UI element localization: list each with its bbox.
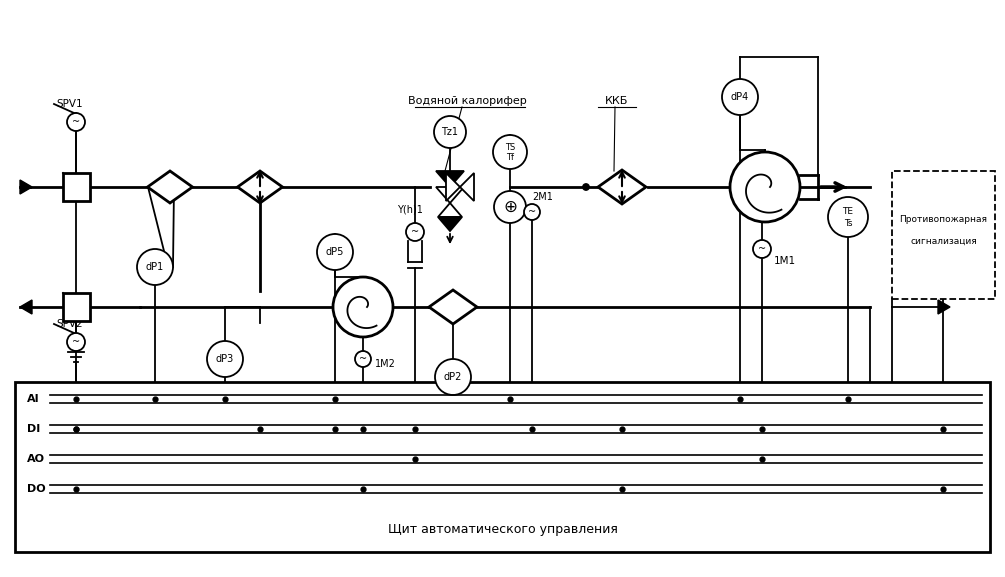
Circle shape [753,240,771,258]
Bar [892,171,995,299]
Text: AO: AO [27,454,45,464]
Polygon shape [446,173,460,201]
Text: 1M2: 1M2 [375,359,396,369]
Text: TE: TE [842,207,853,215]
Circle shape [137,249,173,285]
Text: DI: DI [27,424,40,434]
Circle shape [434,116,466,148]
Circle shape [722,79,758,115]
Circle shape [828,197,868,237]
Text: Tz1: Tz1 [441,127,458,137]
Circle shape [355,351,371,367]
Text: ~: ~ [72,117,80,127]
Text: TS: TS [505,143,516,152]
Text: AI: AI [27,394,39,404]
Circle shape [333,277,393,337]
Text: dP4: dP4 [731,92,749,102]
Polygon shape [436,171,464,187]
Circle shape [730,152,800,222]
Text: DO: DO [27,484,45,494]
Text: ~: ~ [411,227,419,237]
Bar [15,382,990,552]
Polygon shape [429,290,477,324]
Text: ~: ~ [359,354,367,364]
Text: Y(h)1: Y(h)1 [397,205,423,215]
Circle shape [317,234,353,270]
Polygon shape [438,217,462,231]
Text: dP3: dP3 [216,354,234,364]
Text: SPV2: SPV2 [56,319,82,329]
Text: 1M1: 1M1 [774,256,796,266]
Text: Щит автоматического управления: Щит автоматического управления [388,523,617,537]
Circle shape [207,341,243,377]
Circle shape [435,359,471,395]
Polygon shape [438,203,462,217]
Circle shape [67,113,85,131]
Polygon shape [938,300,950,314]
Circle shape [406,223,424,241]
Circle shape [67,333,85,351]
Text: Водяной калорифер: Водяной калорифер [408,96,527,106]
Polygon shape [237,171,282,203]
Circle shape [524,204,540,220]
Circle shape [583,184,589,190]
Text: Ts: Ts [844,219,852,227]
Text: ~: ~ [758,244,766,254]
Polygon shape [460,173,474,201]
Text: ⊕: ⊕ [504,198,517,216]
Text: dP1: dP1 [146,262,164,272]
Circle shape [493,135,527,169]
Polygon shape [436,187,464,203]
Bar [63,173,90,201]
Circle shape [494,191,526,223]
Text: Tf: Tf [506,152,514,162]
Text: SPV1: SPV1 [56,99,82,109]
Text: ~: ~ [72,337,80,347]
Text: сигнализация: сигнализация [911,237,977,246]
Polygon shape [598,170,646,204]
Polygon shape [20,180,32,194]
Text: ККБ: ККБ [605,96,629,106]
Bar [63,293,90,321]
Text: ~: ~ [528,207,536,217]
Polygon shape [148,171,193,203]
Text: dP2: dP2 [444,372,462,382]
Text: dP5: dP5 [326,247,344,257]
Text: 2M1: 2M1 [532,192,553,202]
Text: Противопожарная: Противопожарная [899,215,988,224]
Polygon shape [20,300,32,314]
